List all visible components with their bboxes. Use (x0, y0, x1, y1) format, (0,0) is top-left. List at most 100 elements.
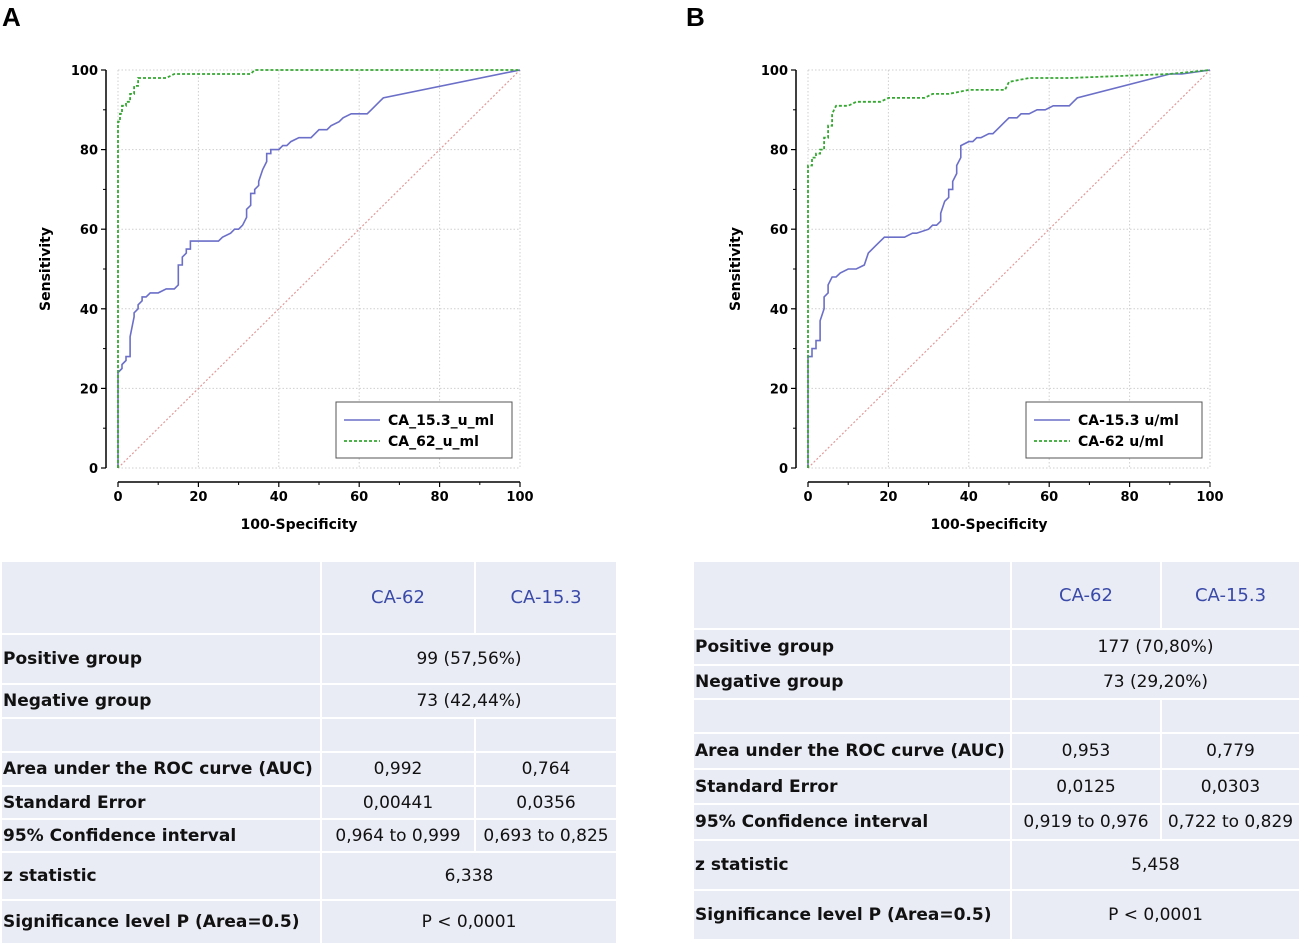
z-statistic-value: 6,338 (320, 851, 618, 901)
series-line-ca62 (807, 69, 1211, 468)
negative-group-value: 73 (29,20%) (1010, 664, 1299, 700)
table-row: z statistic 6,338 (0, 851, 618, 901)
x-tick-label: 40 (270, 490, 288, 505)
y-tick-label: 100 (71, 64, 98, 79)
table-spacer-row (0, 717, 618, 753)
se-ca62-value: 0,00441 (320, 785, 476, 820)
x-tick-label: 20 (879, 490, 897, 505)
row-label-positive-group: Positive group (692, 628, 1012, 666)
column-header-ca62: CA-62 (320, 560, 476, 635)
x-tick-label: 80 (431, 490, 449, 505)
z-statistic-value: 5,458 (1010, 839, 1299, 891)
legend-box (335, 401, 513, 459)
auc-ca153-value: 0,779 (1160, 732, 1299, 770)
y-tick-label: 0 (89, 462, 98, 477)
table-row: Significance level P (Area=0.5) P < 0,00… (0, 899, 618, 945)
table-spacer-row (692, 698, 1299, 734)
se-ca62-value: 0,0125 (1010, 768, 1162, 805)
y-tick-label: 40 (770, 303, 788, 318)
stats-table-a: CA-62 CA-15.3 Positive group 99 (57,56%)… (0, 560, 618, 945)
se-ca153-value: 0,0356 (474, 785, 618, 820)
table-row: Area under the ROC curve (AUC) 0,992 0,7… (0, 751, 618, 787)
table-row: Positive group 177 (70,80%) (692, 628, 1299, 666)
table-header-row: CA-62 CA-15.3 (0, 560, 618, 635)
legend-label-ca153: CA-15.3 u/ml (1078, 413, 1179, 429)
legend-label-ca62: CA_62_u_ml (388, 434, 479, 450)
x-axis-title: 100-Specificity (930, 517, 1047, 533)
positive-group-value: 99 (57,56%) (320, 633, 618, 685)
x-axis-title: 100-Specificity (240, 517, 357, 533)
y-tick-label: 80 (80, 144, 98, 159)
column-header-ca62: CA-62 (1010, 560, 1162, 630)
row-label-confidence-interval: 95% Confidence interval (692, 803, 1012, 841)
ci-ca153-value: 0,722 to 0,829 (1160, 803, 1299, 841)
series-line-ca153 (807, 69, 1211, 468)
roc-chart-b: 0 20 40 60 80 100 0 20 40 60 80 100 100-Specificity S… (728, 64, 1224, 533)
y-tick-label: 80 (770, 144, 788, 159)
spacer-cell (320, 717, 476, 753)
roc-chart-a: 0 20 40 60 80 100 0 20 40 60 80 100 100-Specificity S… (38, 64, 534, 533)
x-tick-label: 100 (1196, 490, 1223, 505)
significance-value: P < 0,0001 (1010, 889, 1299, 941)
series-line-ca62 (117, 69, 520, 468)
significance-value: P < 0,0001 (320, 899, 618, 945)
y-tick-label: 60 (80, 223, 98, 238)
row-label-negative-group: Negative group (692, 664, 1012, 700)
table-row: Standard Error 0,00441 0,0356 (0, 785, 618, 820)
spacer-cell (1010, 698, 1162, 734)
x-tick-label: 60 (1040, 490, 1058, 505)
stats-table-b: CA-62 CA-15.3 Positive group 177 (70,80%… (692, 560, 1299, 941)
table-row: 95% Confidence interval 0,919 to 0,976 0… (692, 803, 1299, 841)
table-row: Negative group 73 (42,44%) (0, 683, 618, 719)
table-row: Significance level P (Area=0.5) P < 0,00… (692, 889, 1299, 941)
panel-label-b: B (686, 2, 705, 32)
y-tick-label: 60 (770, 223, 788, 238)
table-row: Negative group 73 (29,20%) (692, 664, 1299, 700)
ci-ca62-value: 0,919 to 0,976 (1010, 803, 1162, 841)
legend-box (1025, 401, 1203, 459)
row-label-z-statistic: z statistic (0, 851, 322, 901)
auc-ca62-value: 0,992 (320, 751, 476, 787)
table-corner-cell (692, 560, 1012, 630)
legend-label-ca62: CA-62 u/ml (1078, 434, 1164, 450)
row-label-auc: Area under the ROC curve (AUC) (692, 732, 1012, 770)
y-tick-label: 40 (80, 303, 98, 318)
positive-group-value: 177 (70,80%) (1010, 628, 1299, 666)
se-ca153-value: 0,0303 (1160, 768, 1299, 805)
y-axis-title: Sensitivity (728, 227, 744, 311)
x-tick-label: 0 (803, 490, 812, 505)
auc-ca62-value: 0,953 (1010, 732, 1162, 770)
negative-group-value: 73 (42,44%) (320, 683, 618, 719)
row-label-positive-group: Positive group (0, 633, 322, 685)
y-tick-label: 20 (80, 382, 98, 397)
row-label-standard-error: Standard Error (0, 785, 322, 820)
auc-ca153-value: 0,764 (474, 751, 618, 787)
table-header-row: CA-62 CA-15.3 (692, 560, 1299, 630)
panel-label-a: A (2, 2, 21, 32)
row-label-z-statistic: z statistic (692, 839, 1012, 891)
row-label-significance: Significance level P (Area=0.5) (0, 899, 322, 945)
y-tick-label: 20 (770, 382, 788, 397)
table-corner-cell (0, 560, 322, 635)
table-row: z statistic 5,458 (692, 839, 1299, 891)
x-tick-label: 20 (189, 490, 207, 505)
x-tick-label: 0 (113, 490, 122, 505)
row-label-auc: Area under the ROC curve (AUC) (0, 751, 322, 787)
x-tick-label: 100 (506, 490, 533, 505)
spacer-cell (692, 698, 1012, 734)
x-tick-label: 80 (1121, 490, 1139, 505)
table-row: Area under the ROC curve (AUC) 0,953 0,7… (692, 732, 1299, 770)
spacer-cell (474, 717, 618, 753)
legend: CA_15.3_u_ml CA_62_u_ml (335, 401, 513, 459)
table-row: Standard Error 0,0125 0,0303 (692, 768, 1299, 805)
ci-ca62-value: 0,964 to 0,999 (320, 818, 476, 853)
x-tick-label: 60 (350, 490, 368, 505)
y-tick-label: 0 (779, 462, 788, 477)
row-label-confidence-interval: 95% Confidence interval (0, 818, 322, 853)
x-tick-label: 40 (960, 490, 978, 505)
y-axis-title: Sensitivity (38, 227, 54, 311)
column-header-ca153: CA-15.3 (1160, 560, 1299, 630)
spacer-cell (0, 717, 322, 753)
table-row: Positive group 99 (57,56%) (0, 633, 618, 685)
legend: CA-15.3 u/ml CA-62 u/ml (1025, 401, 1203, 459)
